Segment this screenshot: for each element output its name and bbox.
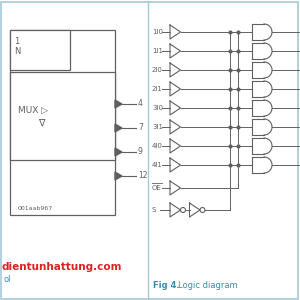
Text: N: N	[14, 47, 20, 56]
Polygon shape	[115, 172, 122, 180]
Text: 9: 9	[138, 148, 143, 157]
Text: OE: OE	[152, 185, 162, 191]
Bar	[10, 30, 70, 70]
Text: Logic diagram: Logic diagram	[178, 281, 238, 290]
Text: dientunhattung.com: dientunhattung.com	[2, 262, 122, 272]
Text: 3I0: 3I0	[152, 105, 163, 111]
Text: 3I1: 3I1	[152, 124, 163, 130]
Text: 4I0: 4I0	[152, 143, 163, 149]
Text: 2I1: 2I1	[152, 86, 163, 92]
Polygon shape	[115, 124, 122, 132]
Polygon shape	[115, 100, 122, 108]
Text: 4I1: 4I1	[152, 162, 163, 168]
Text: 12: 12	[138, 172, 148, 181]
Text: 1I1: 1I1	[152, 48, 163, 54]
Bar	[10, 30, 115, 215]
Text: 1: 1	[14, 38, 19, 46]
Text: S: S	[152, 207, 156, 213]
Text: Fig 4.: Fig 4.	[153, 281, 180, 290]
Text: 001aab967: 001aab967	[18, 206, 53, 211]
Text: 4: 4	[138, 100, 143, 109]
Bar	[10, 72, 115, 160]
Text: ol: ol	[4, 275, 11, 284]
Text: ∇: ∇	[38, 118, 44, 128]
Text: 2I0: 2I0	[152, 67, 163, 73]
Text: 1I0: 1I0	[152, 29, 163, 35]
Text: 7: 7	[138, 124, 143, 133]
Text: MUX ▷: MUX ▷	[18, 106, 48, 115]
Polygon shape	[115, 148, 122, 156]
